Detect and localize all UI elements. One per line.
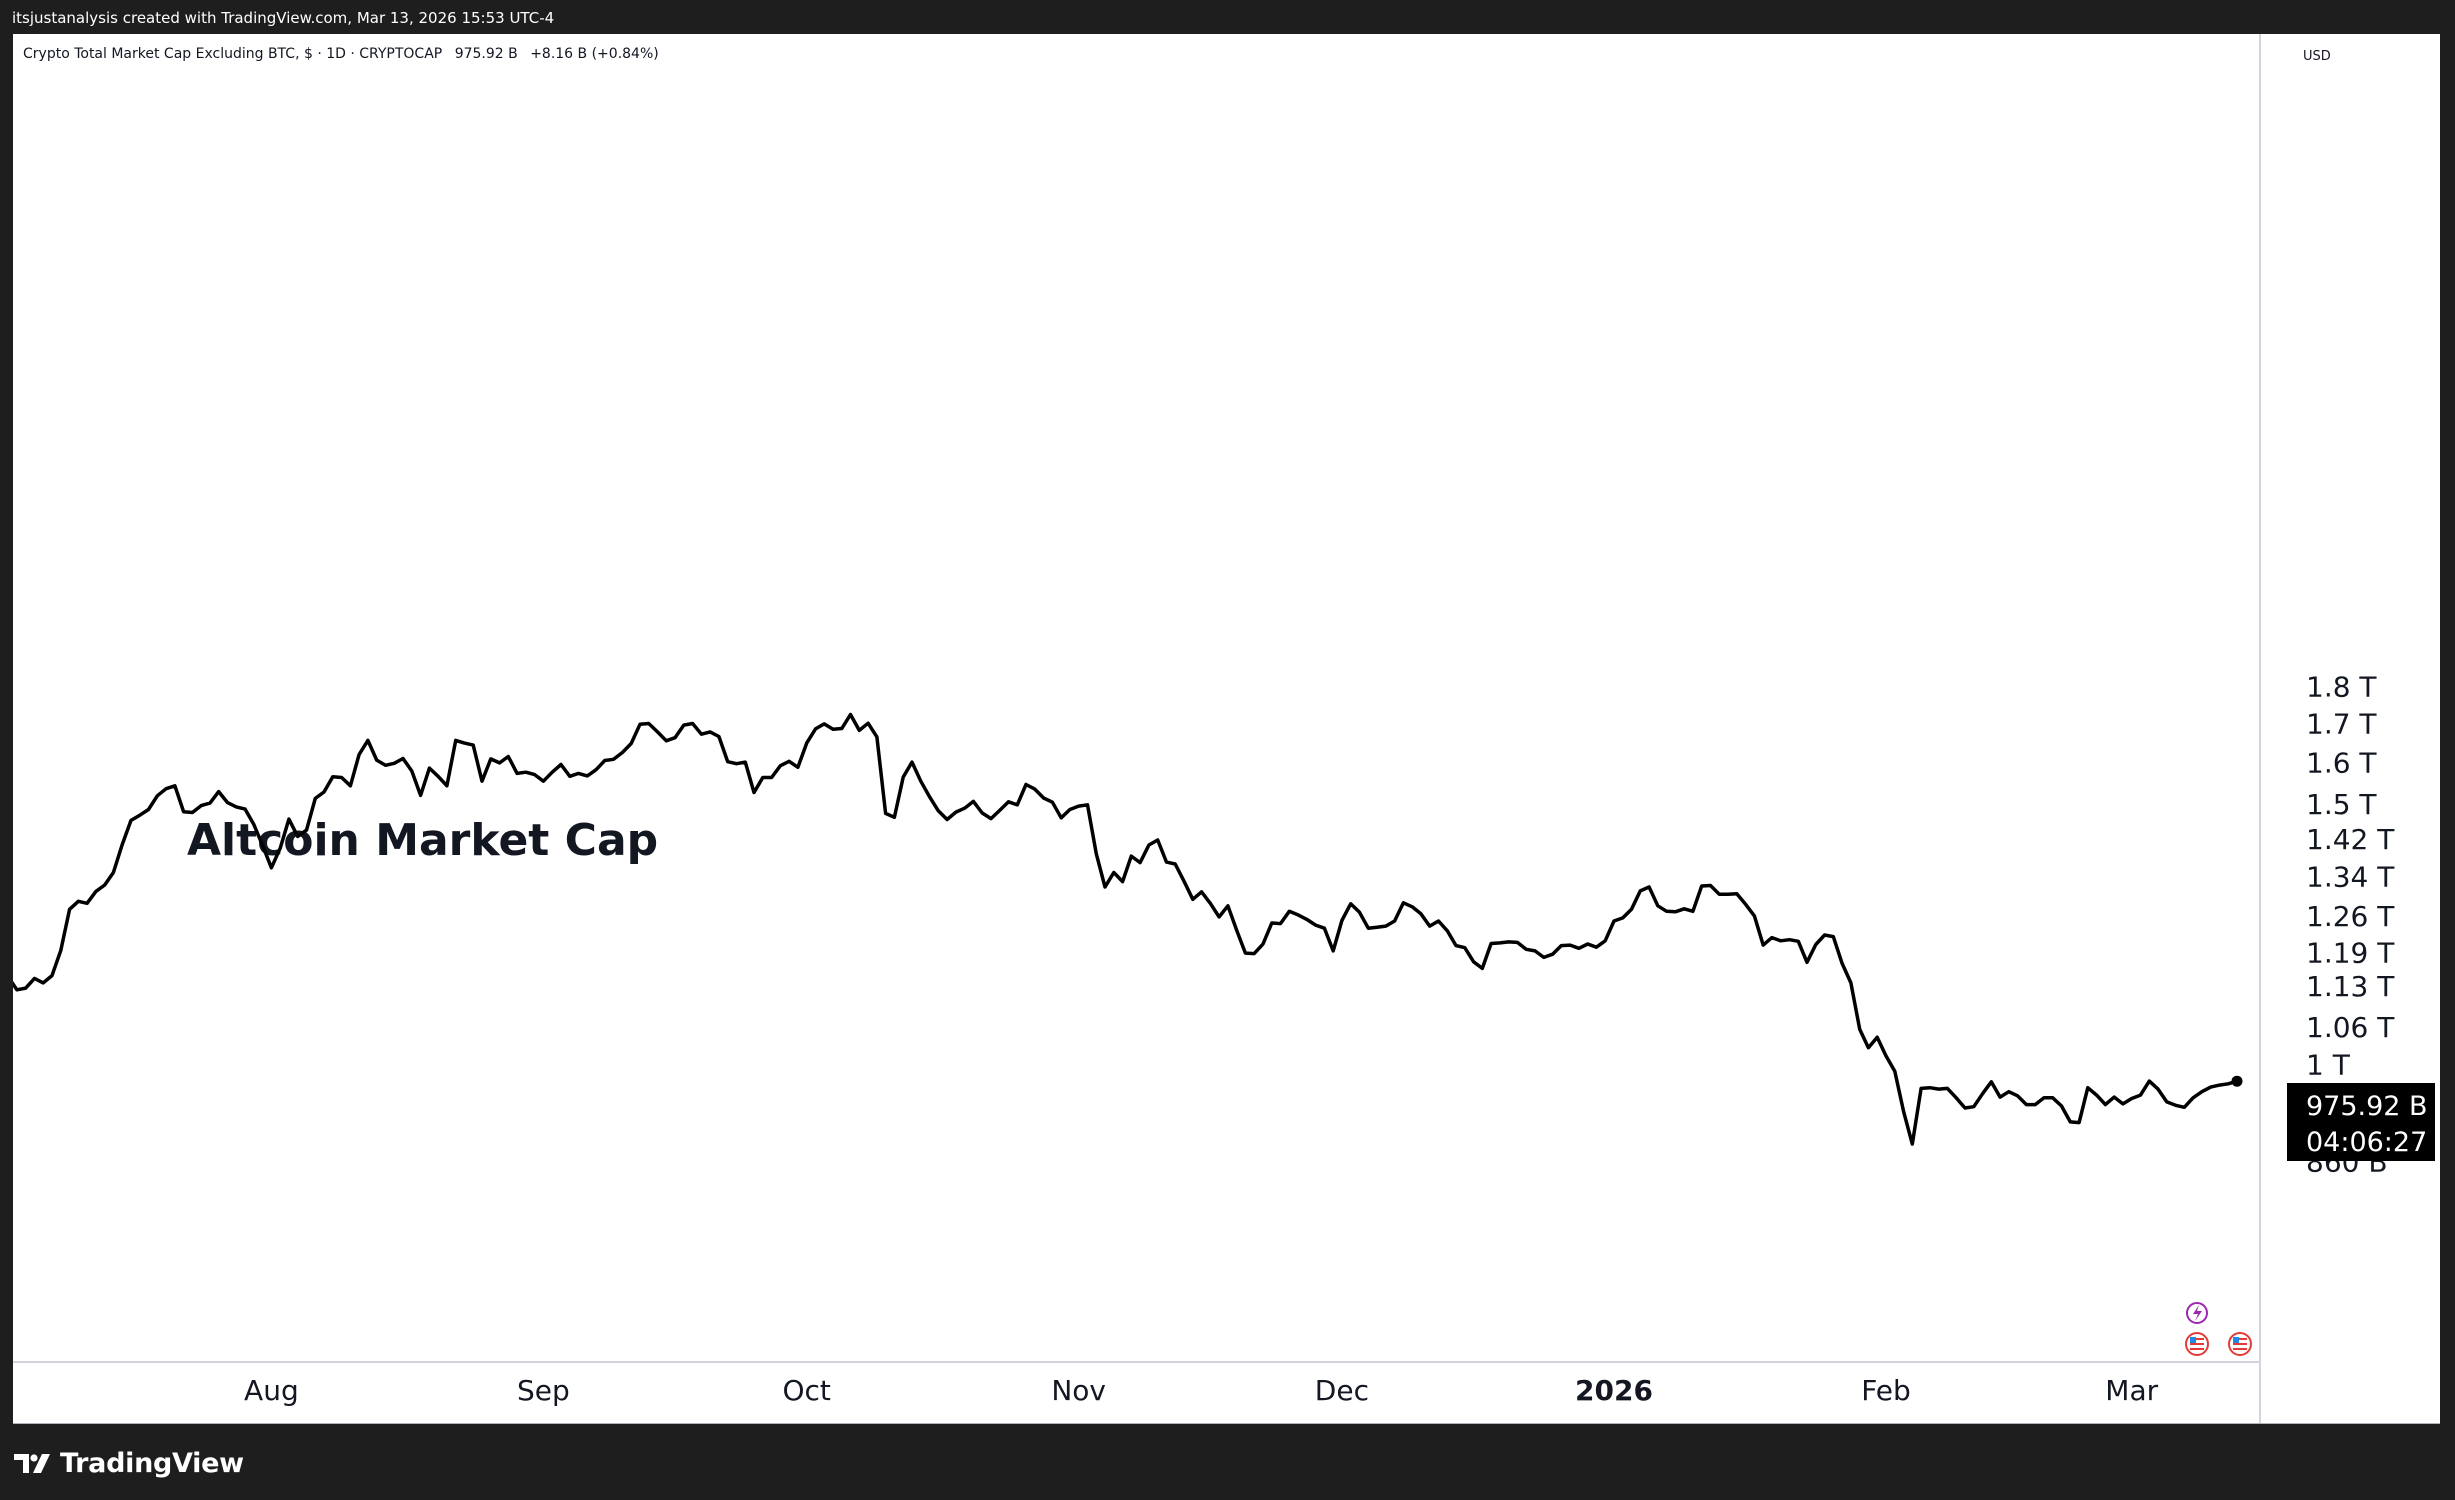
y-tick-label: 1 T xyxy=(2306,1049,2351,1082)
chart-panel[interactable]: Crypto Total Market Cap Excluding BTC, $… xyxy=(13,34,2440,1424)
y-tick-label: 1.8 T xyxy=(2306,671,2377,704)
y-tick-label: 1.5 T xyxy=(2306,788,2377,821)
lightning-event-icon[interactable] xyxy=(2186,1302,2208,1324)
y-tick-label: 1.42 T xyxy=(2306,823,2395,856)
price-label: 975.92 B 04:06:27 xyxy=(2287,1083,2435,1161)
tradingview-logo[interactable]: TradingView xyxy=(14,1447,244,1479)
chart-annotation: Altcoin Market Cap xyxy=(187,815,658,866)
y-tick-label: 1.6 T xyxy=(2306,746,2377,779)
tradingview-brand: TradingView xyxy=(60,1447,244,1479)
us-flag-icon[interactable] xyxy=(2185,1332,2209,1356)
last-point xyxy=(2231,1075,2243,1087)
x-tick-label: Dec xyxy=(1315,1374,1369,1407)
y-tick-label: 1.13 T xyxy=(2306,970,2395,1003)
x-tick-label: Aug xyxy=(244,1374,299,1407)
x-tick-label: Mar xyxy=(2105,1374,2158,1407)
series-line xyxy=(13,712,2239,1146)
price-label-value: 975.92 B xyxy=(2306,1091,2428,1122)
price-chart[interactable]: Crypto Total Market Cap Excluding BTC, $… xyxy=(13,34,2440,1424)
symbol-title: Crypto Total Market Cap Excluding BTC, $… xyxy=(23,46,442,62)
us-flag-icon[interactable] xyxy=(2228,1332,2252,1356)
y-tick-label: 1.34 T xyxy=(2306,860,2395,893)
x-tick-label: Sep xyxy=(517,1374,570,1407)
tradingview-logo-icon xyxy=(14,1454,50,1473)
price-label-box xyxy=(2287,1083,2435,1161)
x-tick-label: Nov xyxy=(1051,1374,1106,1407)
legend-change: +8.16 B (+0.84%) xyxy=(530,46,659,62)
price-label-countdown: 04:06:27 xyxy=(2306,1127,2427,1158)
y-tick-label: 1.06 T xyxy=(2306,1011,2395,1044)
time-axis[interactable]: Aug Sep Oct Nov Dec 2026 Feb Mar xyxy=(244,1374,2159,1407)
symbol-legend[interactable]: Crypto Total Market Cap Excluding BTC, $… xyxy=(23,46,659,62)
x-tick-label: Feb xyxy=(1861,1374,1911,1407)
y-tick-label: 1.19 T xyxy=(2306,937,2395,970)
x-tick-label: 2026 xyxy=(1575,1374,1653,1407)
chart-credit: itsjustanalysis created with TradingView… xyxy=(12,9,555,27)
x-tick-label: Oct xyxy=(782,1374,830,1407)
currency-label[interactable]: USD xyxy=(2303,49,2331,64)
y-tick-label: 1.7 T xyxy=(2306,707,2377,740)
y-tick-label: 1.26 T xyxy=(2306,900,2395,933)
footer-bar xyxy=(0,1424,2455,1500)
legend-last-value: 975.92 B xyxy=(455,46,518,62)
